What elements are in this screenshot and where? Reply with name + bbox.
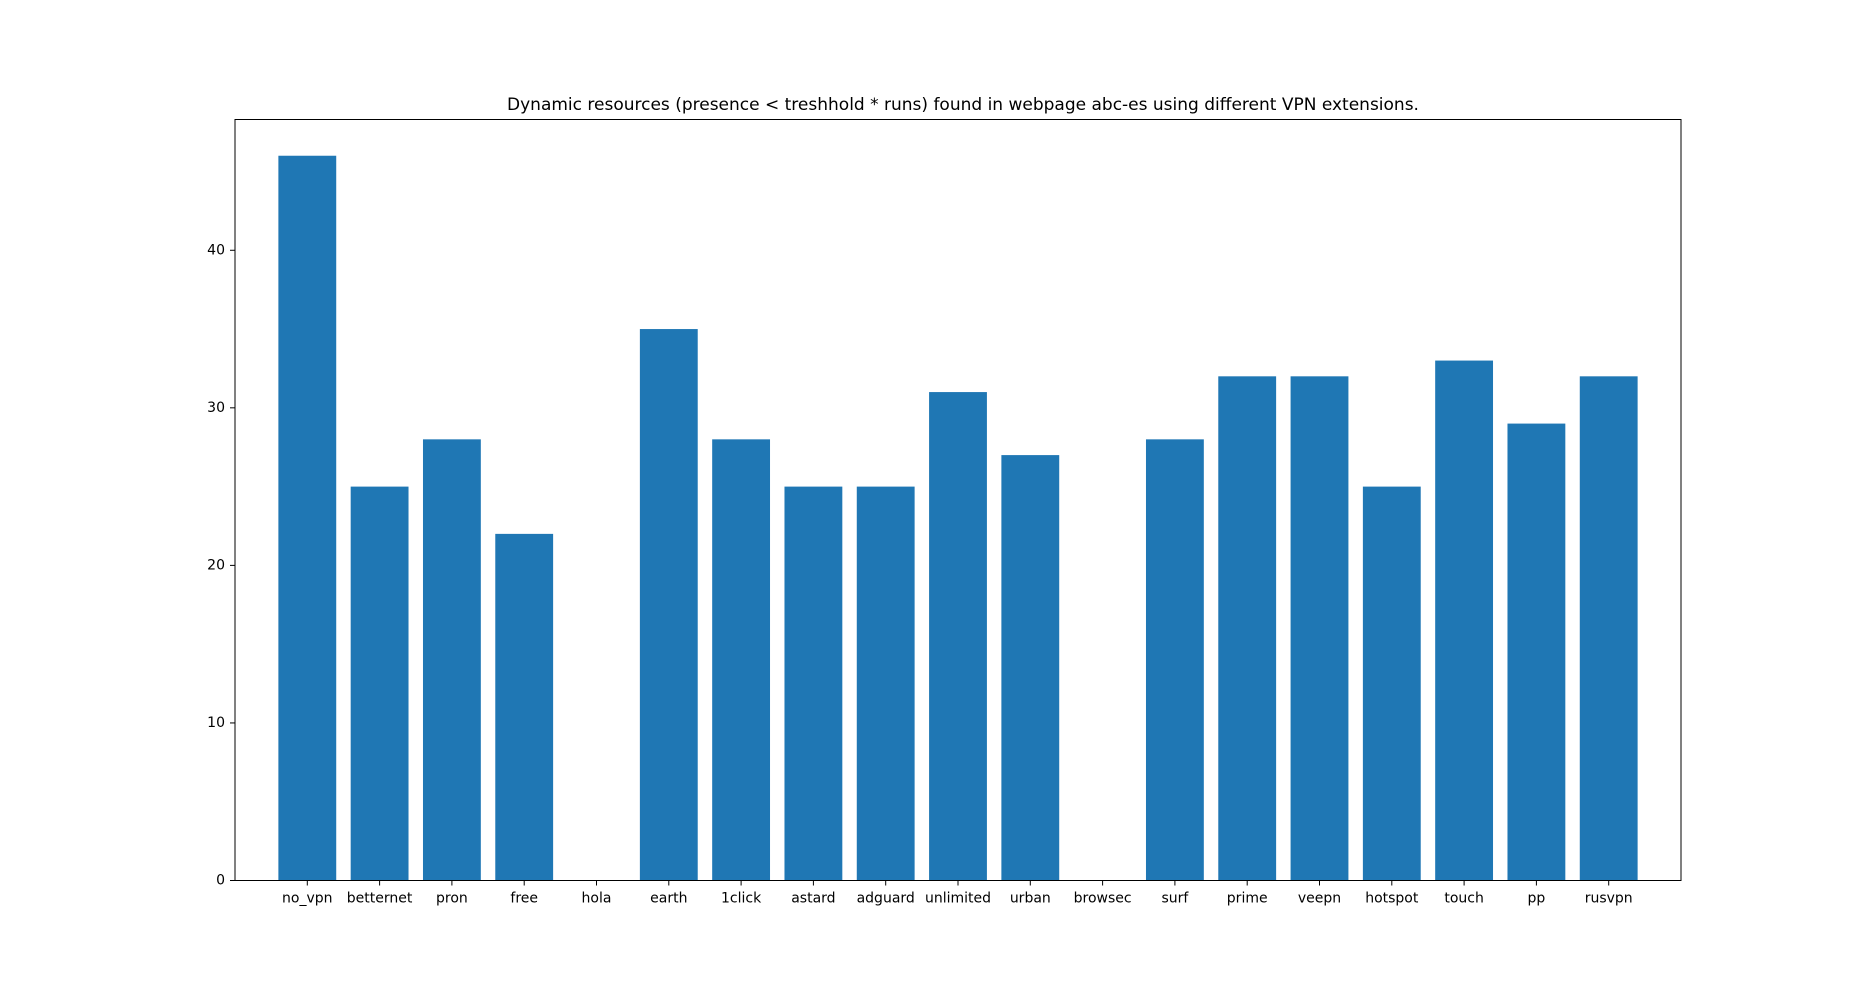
y-tick-label: 10 [207, 715, 225, 731]
x-tick-label: hotspot [1365, 891, 1419, 907]
x-tick-label: touch [1444, 891, 1484, 907]
bar-urban [1001, 455, 1060, 881]
x-tick-label: 1click [721, 891, 762, 907]
bar-touch [1435, 360, 1494, 881]
bar-free [495, 533, 554, 881]
bar-rusvpn [1579, 376, 1638, 881]
bar-betternet [350, 486, 409, 881]
y-axis: 0 10 20 30 40 [207, 242, 235, 889]
x-tick-label: pron [436, 891, 468, 907]
x-tick-label: adguard [857, 891, 915, 907]
x-tick-label: surf [1161, 891, 1189, 907]
x-tick-label: hola [582, 891, 612, 907]
x-tick-label: urban [1010, 891, 1051, 907]
bar-pp [1507, 423, 1566, 881]
bar-prime [1218, 376, 1277, 881]
bar-veepn [1290, 376, 1349, 881]
x-tick-label: pp [1528, 891, 1546, 907]
x-tick-label: betternet [347, 891, 413, 907]
bar-earth [639, 329, 698, 881]
bars-group [278, 155, 1638, 881]
bar-1click [712, 439, 771, 881]
bar-astard [784, 486, 843, 881]
x-tick-label: rusvpn [1585, 891, 1633, 907]
x-tick-label: earth [650, 891, 687, 907]
y-tick-label: 30 [207, 400, 225, 416]
bar-adguard [856, 486, 915, 881]
x-tick-label: no_vpn [282, 891, 332, 907]
bar-hotspot [1362, 486, 1421, 881]
y-tick-label: 20 [207, 557, 225, 573]
bar-no_vpn [278, 155, 337, 881]
bar-pron [422, 439, 481, 881]
y-tick-label: 0 [216, 873, 225, 889]
x-tick-label: astard [791, 891, 835, 907]
x-tick-label: free [510, 891, 538, 907]
bar-surf [1145, 439, 1204, 881]
plot-frame [234, 119, 1682, 881]
y-tick-label: 40 [207, 242, 225, 258]
x-tick-label: veepn [1298, 891, 1341, 907]
x-tick-label: browsec [1074, 891, 1132, 907]
x-tick-label: unlimited [925, 891, 991, 907]
x-tick-label: prime [1227, 891, 1268, 907]
bar-unlimited [929, 392, 987, 881]
chart-title: Dynamic resources (presence < treshhold … [507, 95, 1419, 115]
x-axis: no_vpn betternet pron free hola earth 1click as… [282, 880, 1633, 907]
